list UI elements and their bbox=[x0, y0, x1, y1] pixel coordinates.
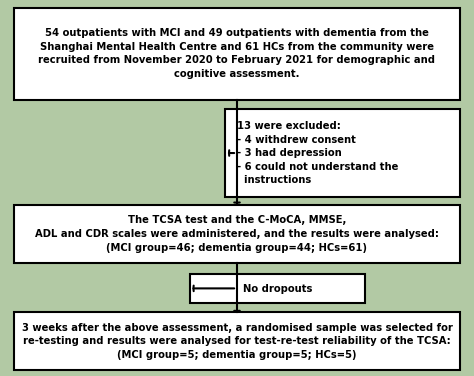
Text: 54 outpatients with MCI and 49 outpatients with dementia from the
Shanghai Menta: 54 outpatients with MCI and 49 outpatien… bbox=[38, 28, 436, 79]
Text: 3 weeks after the above assessment, a randomised sample was selected for
re-test: 3 weeks after the above assessment, a ra… bbox=[21, 323, 453, 360]
FancyBboxPatch shape bbox=[14, 312, 460, 370]
Text: No dropouts: No dropouts bbox=[243, 284, 312, 294]
Text: The TCSA test and the C-MoCA, MMSE,
ADL and CDR scales were administered, and th: The TCSA test and the C-MoCA, MMSE, ADL … bbox=[35, 215, 439, 253]
FancyBboxPatch shape bbox=[225, 109, 460, 197]
Text: 13 were excluded:
- 4 withdrew consent
- 3 had depression
- 6 could not understa: 13 were excluded: - 4 withdrew consent -… bbox=[237, 121, 398, 185]
FancyBboxPatch shape bbox=[14, 205, 460, 263]
FancyBboxPatch shape bbox=[14, 8, 460, 100]
FancyBboxPatch shape bbox=[190, 274, 365, 303]
